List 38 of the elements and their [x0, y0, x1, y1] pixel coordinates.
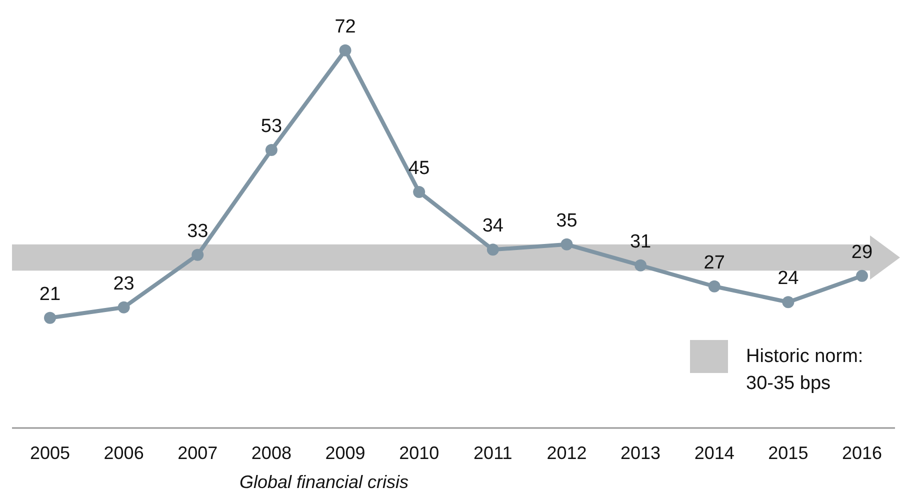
- x-tick-label: 2010: [399, 443, 440, 463]
- point: [118, 301, 130, 314]
- legend-label: Historic norm: 30-35 bps: [746, 346, 864, 394]
- data-label: 35: [556, 210, 578, 232]
- x-tick-label: 2006: [104, 443, 144, 463]
- data-label: 72: [334, 16, 356, 38]
- data-label: 23: [113, 273, 134, 294]
- point: [265, 144, 278, 156]
- x-tick-label: 2009: [325, 443, 366, 463]
- point: [413, 186, 426, 198]
- data-label: 33: [187, 220, 208, 242]
- point: [782, 296, 794, 308]
- x-tick-label: 2005: [30, 443, 70, 463]
- data-label: 21: [39, 284, 61, 305]
- x-tick-label: 2016: [842, 443, 882, 463]
- data-label: 27: [704, 252, 725, 274]
- point: [560, 238, 573, 250]
- point: [708, 280, 720, 292]
- point: [856, 270, 868, 282]
- x-tick-label: 2012: [546, 443, 587, 463]
- x-tick-label: 2013: [620, 443, 661, 463]
- point: [339, 44, 352, 56]
- text: Global financial crisis: [239, 472, 409, 492]
- point: [44, 312, 56, 324]
- x-tick-label: 2007: [178, 443, 218, 463]
- data-label: 45: [408, 158, 430, 179]
- x-tick-label: 2015: [768, 443, 808, 463]
- data-label: 31: [630, 231, 652, 252]
- data-label: 34: [482, 216, 504, 237]
- point: [192, 248, 204, 261]
- data-label: 29: [851, 242, 873, 263]
- point: [486, 244, 499, 256]
- data-label: 24: [778, 268, 800, 290]
- x-tick-label: 2014: [694, 443, 734, 463]
- data-label: 53: [260, 116, 282, 137]
- x-tick-label: 2011: [474, 443, 512, 463]
- point: [634, 259, 647, 272]
- x-tick-label: 2008: [251, 443, 292, 463]
